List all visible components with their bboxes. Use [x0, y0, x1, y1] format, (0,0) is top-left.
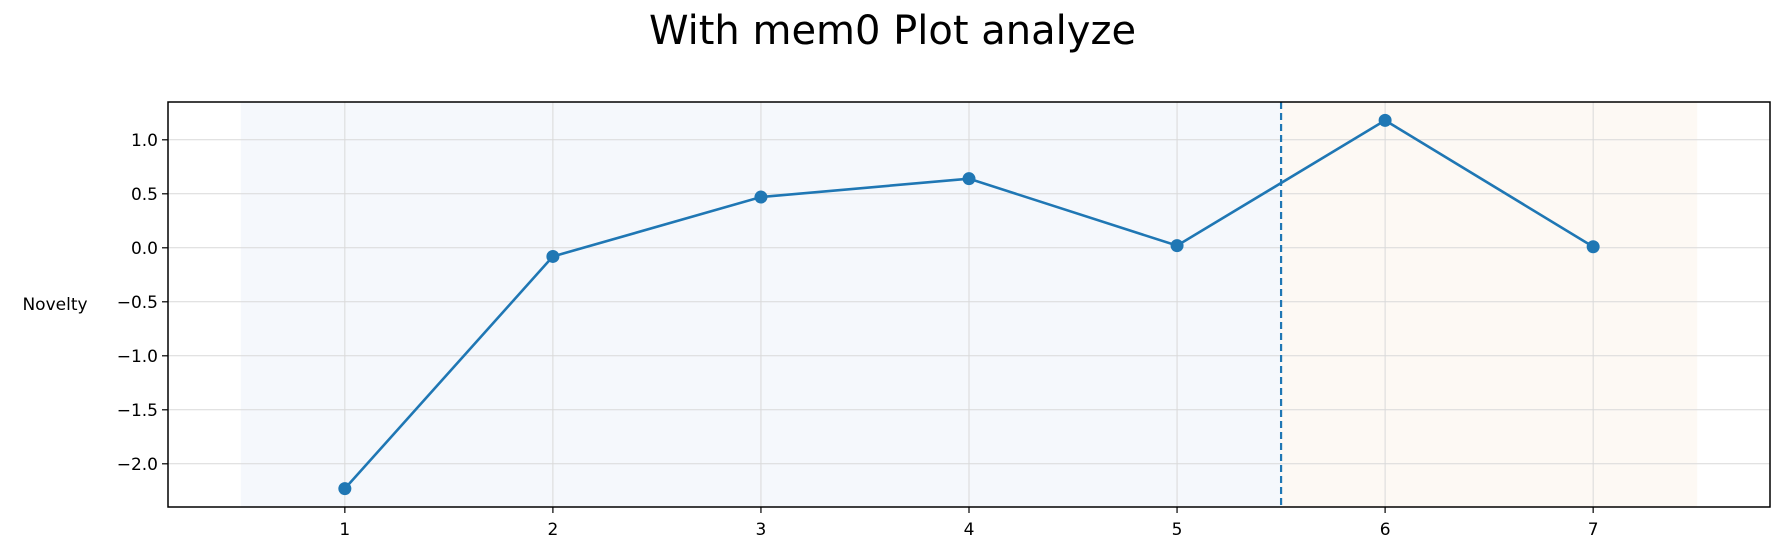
y-tick-label: −0.5	[117, 293, 158, 313]
data-point	[1170, 239, 1184, 253]
data-point	[546, 249, 560, 263]
y-tick-label: 1.0	[131, 131, 158, 151]
x-tick-label: 6	[1380, 520, 1391, 540]
y-tick-label: −1.5	[117, 401, 158, 421]
data-point	[962, 172, 976, 186]
y-tick-label: −2.0	[117, 455, 158, 475]
shaded-region-2	[1281, 102, 1698, 507]
x-tick-label: 7	[1588, 520, 1599, 540]
y-tick-label: 0.0	[131, 239, 158, 259]
x-tick-label: 3	[756, 520, 767, 540]
x-tick-label: 2	[547, 520, 558, 540]
chart-title: With mem0 Plot analyze	[648, 8, 1137, 54]
x-tick-label: 4	[964, 520, 975, 540]
data-point	[1378, 113, 1392, 127]
x-tick-label: 1	[339, 520, 350, 540]
data-point	[338, 482, 352, 496]
x-tick-label: 5	[1172, 520, 1183, 540]
data-point	[754, 190, 768, 204]
data-point	[1586, 240, 1600, 254]
y-tick-label: 0.5	[131, 185, 158, 205]
y-axis-label: Novelty	[22, 295, 87, 315]
y-tick-label: −1.0	[117, 347, 158, 367]
